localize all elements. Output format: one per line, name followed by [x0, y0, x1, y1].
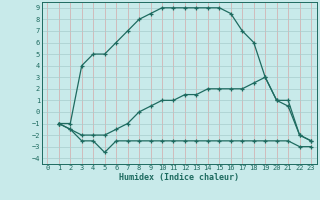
- X-axis label: Humidex (Indice chaleur): Humidex (Indice chaleur): [119, 173, 239, 182]
